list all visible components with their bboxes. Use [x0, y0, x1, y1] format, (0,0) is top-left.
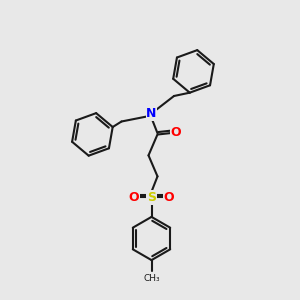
- Text: N: N: [146, 107, 157, 120]
- Text: O: O: [164, 191, 174, 204]
- Text: O: O: [129, 191, 140, 204]
- Text: O: O: [171, 126, 182, 140]
- Text: CH₃: CH₃: [143, 274, 160, 283]
- Text: S: S: [147, 191, 156, 204]
